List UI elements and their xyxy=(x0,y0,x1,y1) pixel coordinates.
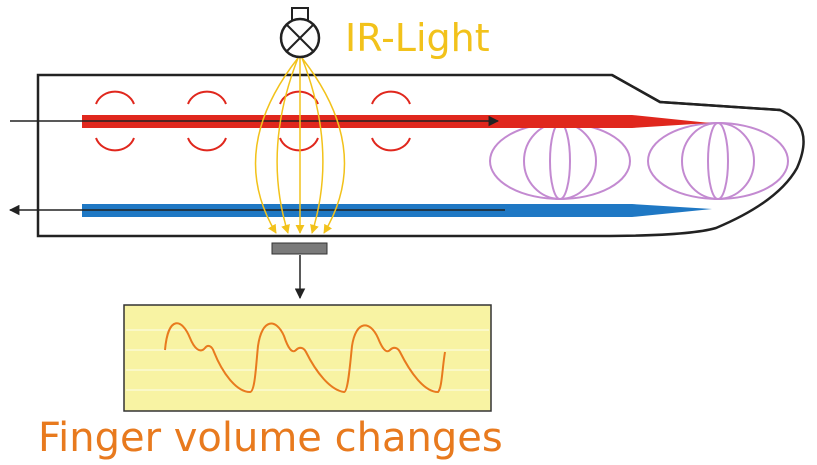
photodetector-sensor xyxy=(271,242,328,255)
finger-outline xyxy=(36,73,805,238)
volume-waveform-chart xyxy=(123,304,492,412)
fingernail xyxy=(611,73,781,112)
finger-volume-label: Finger volume changes xyxy=(38,415,503,461)
waveform-line xyxy=(164,322,446,394)
ir-light-rays xyxy=(254,57,346,234)
ir-light-label: IR-Light xyxy=(345,16,490,60)
bulb-icon xyxy=(279,7,321,59)
capillary-loops xyxy=(489,122,789,200)
